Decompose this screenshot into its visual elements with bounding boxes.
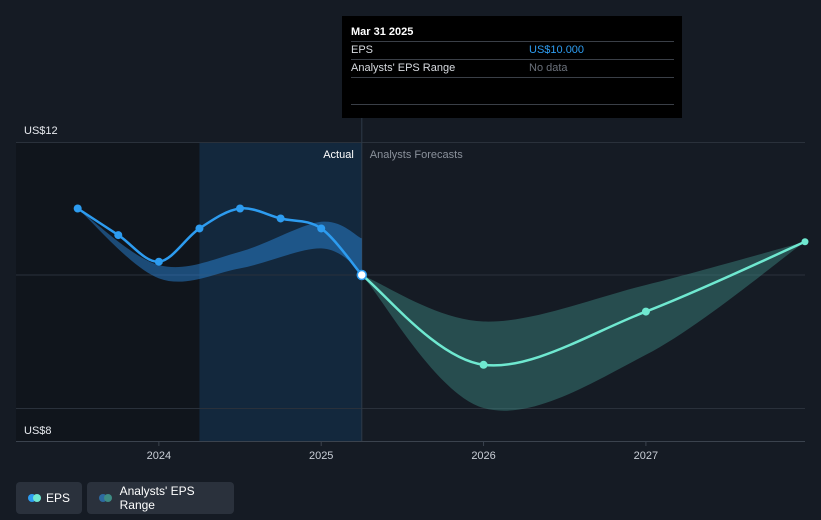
eps-point-3 xyxy=(195,224,204,233)
highlight-point xyxy=(356,269,368,281)
past-shade xyxy=(16,142,200,441)
forecast-label: Analysts Forecasts xyxy=(370,149,463,161)
x-tick-label-2025: 2025 xyxy=(309,450,333,462)
actual-shade xyxy=(199,142,362,441)
tooltip-row-eps: EPS US$10.000 xyxy=(351,41,674,59)
analysts-eps-range-band xyxy=(361,241,805,411)
legend-eps[interactable]: EPS xyxy=(16,482,82,514)
eps-point-1 xyxy=(114,231,123,240)
tooltip-range-value: No data xyxy=(529,62,568,74)
eps-point-6 xyxy=(317,224,326,233)
tooltip-range-label: Analysts' EPS Range xyxy=(351,62,456,74)
eps-chart: 2024 2025 2026 2027 US$12 US$8 Actual Analy… xyxy=(16,16,809,462)
actual-label: Actual xyxy=(323,149,354,161)
eps-dots-icon xyxy=(28,494,41,502)
forecast-point-2 xyxy=(641,307,650,316)
forecast-point-3 xyxy=(801,238,809,246)
eps-point-5 xyxy=(276,214,285,223)
x-tick-label-2026: 2026 xyxy=(471,450,495,462)
past-eps-range-band xyxy=(77,208,362,282)
eps-point-2 xyxy=(154,257,163,266)
tooltip-spacer xyxy=(351,77,674,105)
legend-eps-label: EPS xyxy=(45,491,70,505)
range-dots-icon xyxy=(99,494,112,502)
y-tick-top: US$12 xyxy=(24,125,58,137)
legend-range-label: Analysts' EPS Range xyxy=(119,484,195,512)
legend-analysts-range[interactable]: Analysts' EPS Range xyxy=(87,482,234,514)
x-tick-label-2027: 2027 xyxy=(634,450,658,462)
eps-point-4 xyxy=(236,204,245,213)
tooltip-row-range: Analysts' EPS Range No data xyxy=(351,59,674,77)
eps-point-0 xyxy=(73,204,82,213)
tooltip-date: Mar 31 2025 xyxy=(351,26,414,38)
tooltip: Mar 31 2025 EPS US$10.000 Analysts' EPS … xyxy=(342,16,682,118)
x-tick-label-2024: 2024 xyxy=(147,450,171,462)
forecast-point-1 xyxy=(479,360,488,369)
y-tick-bottom: US$8 xyxy=(24,425,52,437)
tooltip-eps-label: EPS xyxy=(351,44,374,56)
eps-forecast-line xyxy=(360,240,807,367)
tooltip-eps-value: US$10.000 xyxy=(529,44,585,56)
